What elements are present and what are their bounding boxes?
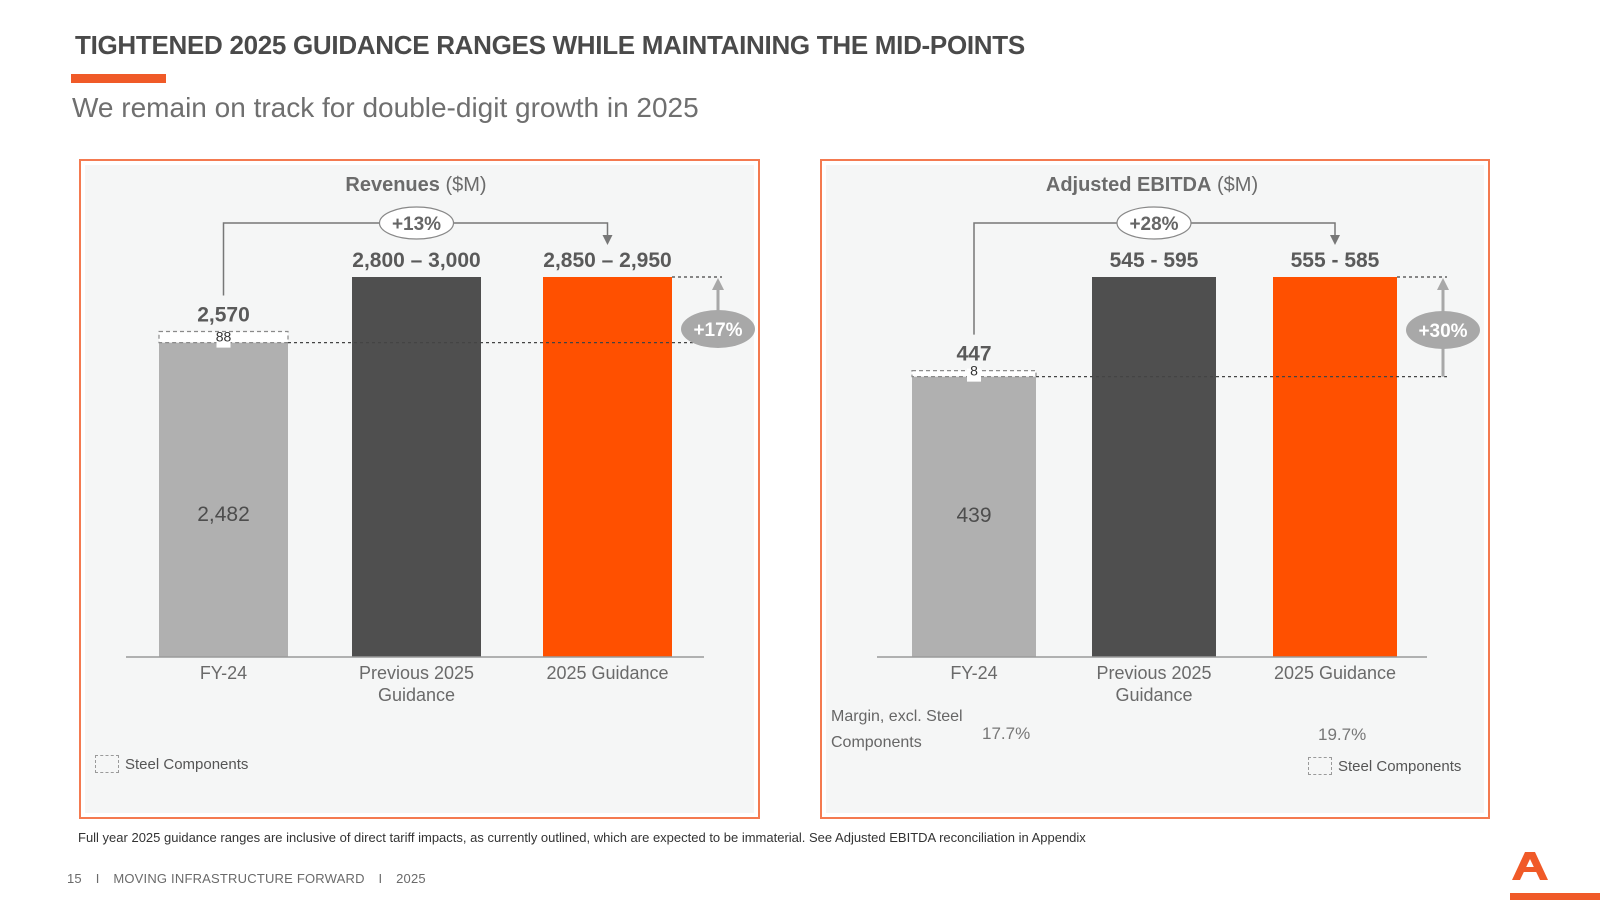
revenue-legend: Steel Components bbox=[95, 755, 248, 773]
ebitda-bar-0 bbox=[912, 376, 1036, 657]
slide-title: TIGHTENED 2025 GUIDANCE RANGES WHILE MAI… bbox=[75, 30, 1025, 60]
ebitda-data-label-0: 447 bbox=[956, 343, 991, 366]
revenue-category-label-1-0: Previous 2025 bbox=[359, 663, 474, 683]
ebitda-bar-2 bbox=[1273, 277, 1397, 657]
steel-components-legend-swatch bbox=[95, 755, 119, 773]
footnote: Full year 2025 guidance ranges are inclu… bbox=[78, 830, 1086, 845]
ebitda-side-growth-oval bbox=[1406, 311, 1480, 349]
margin-value-fy24: 17.7% bbox=[982, 724, 1031, 743]
ebitda-data-label-1: 545 - 595 bbox=[1110, 249, 1199, 272]
revenue-category-label-2-0: 2025 Guidance bbox=[546, 663, 668, 683]
revenue-growth-oval bbox=[378, 206, 455, 240]
revenue-chart-panel: Revenues ($M) 88 2,482 2,570 2,800 – 3,000 2,… bbox=[79, 159, 760, 819]
footer-separator: I bbox=[95, 871, 100, 886]
ebitda-steel-label-bg bbox=[967, 368, 981, 382]
revenue-steel-label: 88 bbox=[216, 329, 232, 345]
revenue-growth-top-label: +13% bbox=[392, 214, 441, 235]
ebitda-growth-arrowhead bbox=[1330, 235, 1340, 245]
ebitda-category-label-0-0: FY-24 bbox=[950, 663, 997, 683]
revenue-steel-label-bg bbox=[216, 334, 231, 348]
margin-label: Margin, excl. Steel Components bbox=[831, 708, 963, 751]
ebitda-chart-panel: Adjusted EBITDA ($M) 8 439 447 545 - 595 555 … bbox=[820, 159, 1490, 819]
company-logo-icon bbox=[1512, 852, 1548, 880]
footer-tagline: MOVING INFRASTRUCTURE FORWARD bbox=[113, 871, 365, 886]
revenue-bar-0 bbox=[159, 342, 288, 657]
footer-year: 2025 bbox=[396, 871, 426, 886]
ebitda-chart-title: Adjusted EBITDA ($M) bbox=[1046, 174, 1258, 196]
footer: 15 I MOVING INFRASTRUCTURE FORWARD I 202… bbox=[67, 871, 436, 886]
ebitda-side-growth-arrowhead bbox=[1437, 278, 1449, 290]
ebitda-steel-label: 8 bbox=[970, 363, 978, 379]
steel-components-legend-swatch bbox=[1308, 757, 1332, 775]
revenue-chart-title: Revenues ($M) bbox=[345, 174, 486, 196]
ebitda-chart: Adjusted EBITDA ($M) 8 439 447 545 - 595 555 … bbox=[877, 174, 1480, 705]
slide-subtitle: We remain on track for double-digit grow… bbox=[72, 92, 699, 123]
ebitda-bar-1 bbox=[1092, 277, 1216, 657]
ebitda-side-growth-label: +30% bbox=[1418, 321, 1467, 342]
ebitda-category-label-2-0: 2025 Guidance bbox=[1274, 663, 1396, 683]
ebitda-category-label-1-0: Previous 2025 bbox=[1096, 663, 1211, 683]
revenue-growth-arrowhead bbox=[602, 235, 613, 245]
ebitda-growth-top-label: +28% bbox=[1129, 214, 1178, 235]
revenue-category-label-0-0: FY-24 bbox=[200, 663, 247, 683]
title-accent-bar bbox=[71, 74, 166, 83]
revenue-data-label-2: 2,850 – 2,950 bbox=[543, 249, 671, 272]
revenue-side-growth-oval bbox=[681, 310, 755, 348]
revenue-base-label: 2,482 bbox=[197, 503, 250, 526]
revenue-side-growth-arrowhead bbox=[712, 278, 724, 290]
revenue-legend-label: Steel Components bbox=[125, 755, 249, 773]
revenue-category-label-1-1: Guidance bbox=[378, 685, 455, 705]
ebitda-legend-label: Steel Components bbox=[1338, 757, 1462, 775]
revenue-data-label-1: 2,800 – 3,000 bbox=[352, 249, 480, 272]
ebitda-growth-oval bbox=[1116, 206, 1192, 240]
footer-separator: I bbox=[378, 871, 383, 886]
ebitda-data-label-2: 555 - 585 bbox=[1291, 249, 1380, 272]
ebitda-legend: Steel Components bbox=[1308, 757, 1461, 775]
revenue-bar-2 bbox=[543, 277, 672, 657]
ebitda-base-label: 439 bbox=[956, 504, 991, 527]
revenue-bar-1 bbox=[352, 277, 481, 657]
revenue-data-label-0: 2,570 bbox=[197, 303, 250, 326]
revenue-side-growth-label: +17% bbox=[693, 320, 742, 341]
page-number: 15 bbox=[67, 871, 82, 886]
ebitda-category-label-1-1: Guidance bbox=[1115, 685, 1192, 705]
margin-value-guidance: 19.7% bbox=[1318, 725, 1367, 744]
revenue-chart: Revenues ($M) 88 2,482 2,570 2,800 – 3,000 2,… bbox=[126, 174, 755, 705]
bottom-accent-bar bbox=[1510, 893, 1600, 900]
